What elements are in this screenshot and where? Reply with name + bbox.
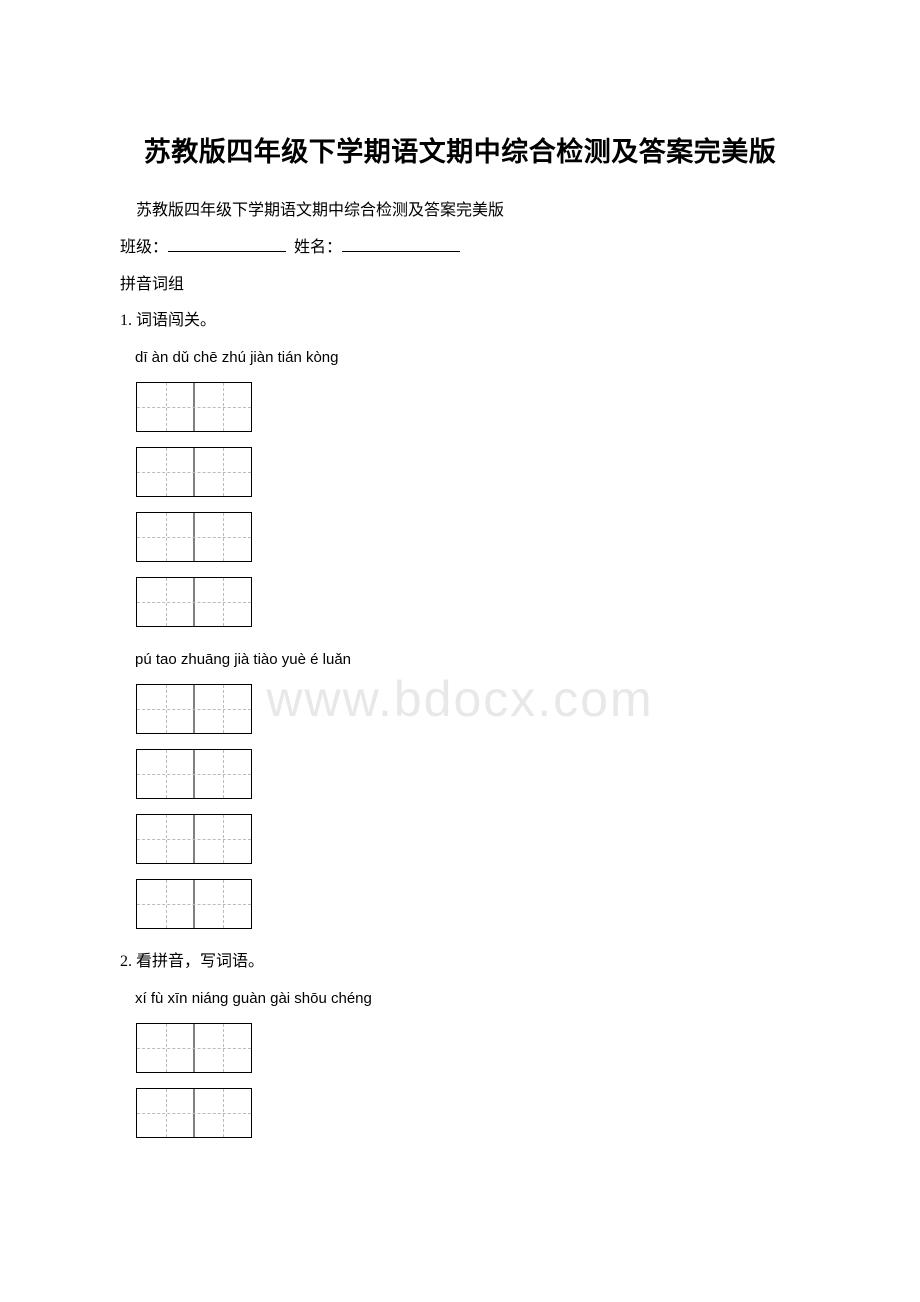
class-label: 班级： [120, 239, 168, 256]
grid-row [136, 814, 800, 869]
q1-pinyin-1: dī àn dǔ chē zhú jiàn tián kòng [120, 340, 800, 376]
tianzi-grid[interactable] [136, 382, 252, 432]
tianzi-grid[interactable] [136, 447, 252, 497]
tianzi-grid[interactable] [136, 512, 252, 562]
section-header: 拼音词组 [120, 267, 800, 304]
subtitle-line: 苏教版四年级下学期语文期中综合检测及答案完美版 [120, 193, 800, 230]
q1-pinyin-2: pú tao zhuāng jià tiào yuè é luǎn [120, 642, 800, 678]
form-line: 班级： 姓名： [120, 230, 800, 267]
document-content: 苏教版四年级下学期语文期中综合检测及答案完美版 苏教版四年级下学期语文期中综合检… [120, 130, 800, 1143]
grid-row [136, 1088, 800, 1143]
grid-row [136, 512, 800, 567]
grid-row [136, 577, 800, 632]
name-blank[interactable] [342, 236, 460, 252]
tianzi-grid[interactable] [136, 1023, 252, 1073]
tianzi-grid[interactable] [136, 684, 252, 734]
grid-row [136, 447, 800, 502]
q2-label: 2. 看拼音，写词语。 [120, 944, 800, 981]
tianzi-grid[interactable] [136, 814, 252, 864]
q1-label: 1. 词语闯关。 [120, 303, 800, 340]
name-label: 姓名： [294, 239, 342, 256]
grid-row [136, 879, 800, 934]
tianzi-grid[interactable] [136, 879, 252, 929]
q2-pinyin-1: xí fù xīn niáng guàn gài shōu chéng [120, 981, 800, 1017]
class-blank[interactable] [168, 236, 286, 252]
tianzi-grid[interactable] [136, 577, 252, 627]
tianzi-grid[interactable] [136, 749, 252, 799]
grid-row [136, 382, 800, 437]
grid-row [136, 749, 800, 804]
tianzi-grid[interactable] [136, 1088, 252, 1138]
grid-row [136, 1023, 800, 1078]
grid-row [136, 684, 800, 739]
page-title: 苏教版四年级下学期语文期中综合检测及答案完美版 [120, 130, 800, 169]
